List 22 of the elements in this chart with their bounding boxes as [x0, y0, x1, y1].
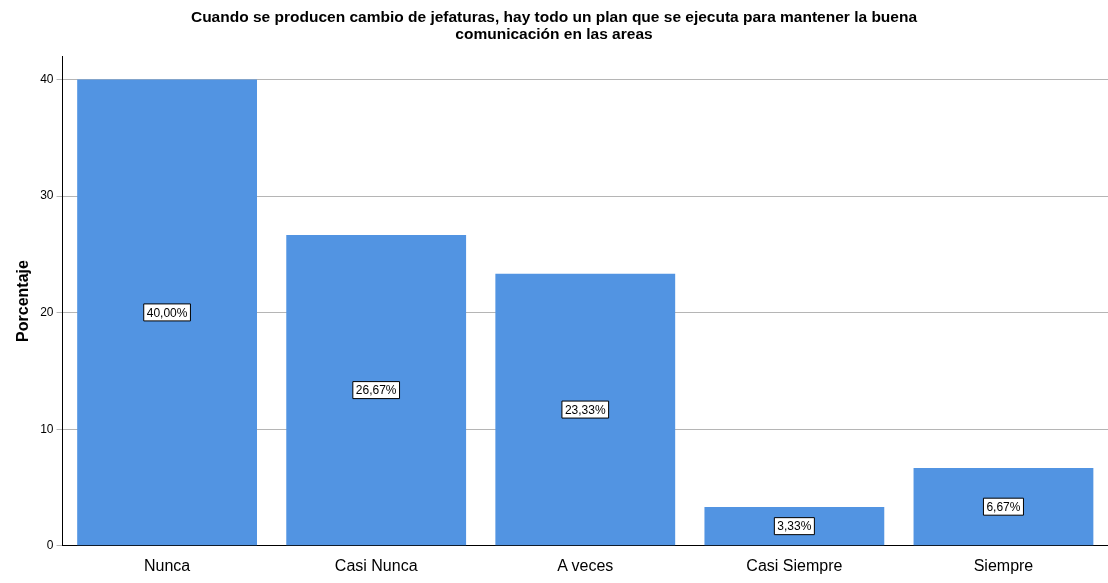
y-tick-label: 30 — [40, 188, 54, 203]
bar — [286, 234, 467, 546]
bar — [77, 79, 257, 546]
y-tick-label: 40 — [40, 71, 54, 86]
x-tick-label: A veces — [557, 556, 614, 574]
chart-title: Cuando se producen cambio de jefaturas, hay todo un plan que se ejecuta para mantener la buena comunicación en las areas — [189, 8, 919, 44]
data-label: 23,33% — [564, 402, 606, 417]
data-label: 26,67% — [355, 383, 397, 398]
data-label: 6,67% — [986, 499, 1021, 514]
x-tick-label: Casi Siempre — [746, 556, 843, 574]
y-axis-title: Porcentaje — [14, 259, 32, 342]
x-tick-label: Siempre — [973, 556, 1034, 574]
y-tick-label: 10 — [40, 421, 54, 436]
y-tick-label: 0 — [46, 538, 54, 553]
data-label: 3,33% — [777, 519, 812, 534]
bar — [704, 506, 885, 546]
bar — [495, 273, 676, 546]
data-label: 40,00% — [146, 305, 188, 320]
x-tick-label: Casi Nunca — [334, 556, 418, 574]
y-tick-label: 20 — [40, 304, 54, 319]
bar — [913, 468, 1094, 546]
x-tick-label: Nunca — [143, 556, 191, 574]
